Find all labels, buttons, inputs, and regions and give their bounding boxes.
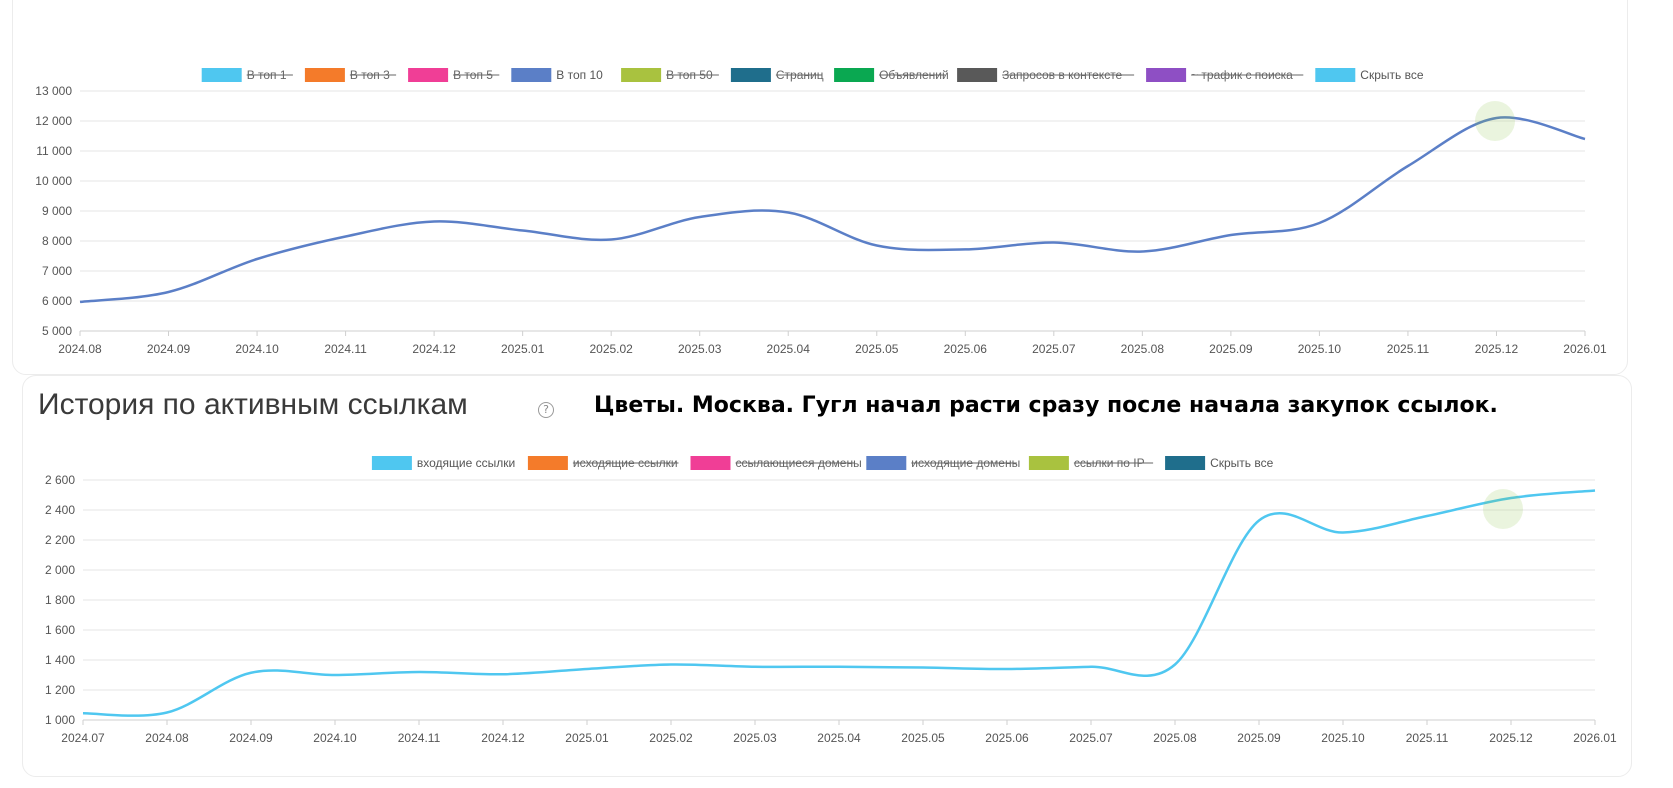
data-point[interactable]: [520, 228, 526, 234]
annotation-text: Цветы. Москва. Гугл начал расти сразу по…: [594, 393, 1498, 418]
x-tick-label: 2024.11: [324, 342, 367, 356]
data-point[interactable]: [874, 243, 880, 249]
data-point[interactable]: [77, 299, 83, 305]
legend-swatch: [1315, 68, 1356, 82]
y-tick-label: 13 000: [35, 84, 72, 98]
y-tick-label: 9 000: [42, 204, 72, 218]
x-tick-label: 2025.02: [589, 342, 633, 356]
legend-item[interactable]: исходящие домены: [866, 456, 1020, 470]
data-point[interactable]: [1405, 163, 1411, 169]
x-tick-label: 2024.08: [58, 342, 102, 356]
legend-item[interactable]: Страниц: [730, 68, 824, 82]
y-tick-label: 5 000: [42, 324, 72, 338]
legend-swatch: [201, 68, 242, 82]
legend-item[interactable]: ~ трафик с поиска: [1146, 68, 1304, 82]
legend-item[interactable]: исходящие ссылки: [527, 456, 679, 470]
x-tick-label: 2025.09: [1209, 342, 1253, 356]
legend-label: Скрыть все: [1360, 68, 1424, 82]
y-tick-label: 12 000: [35, 114, 72, 128]
legend-item[interactable]: В топ 1: [201, 68, 293, 82]
data-point[interactable]: [254, 256, 260, 262]
x-tick-label: 2024.09: [147, 342, 191, 356]
data-point[interactable]: [785, 210, 791, 216]
legend-swatch: [1165, 456, 1206, 470]
legend-swatch: [1146, 68, 1187, 82]
legend-item[interactable]: Объявлений: [834, 68, 949, 82]
legend-swatch: [730, 68, 771, 82]
x-tick-label: 2025.07: [1032, 342, 1076, 356]
y-tick-label: 6 000: [42, 294, 72, 308]
x-tick-label: 2025.08: [1121, 342, 1165, 356]
x-tick-label: 2025.03: [678, 342, 722, 356]
legend-item[interactable]: В топ 10: [511, 68, 603, 82]
legend-swatch: [690, 456, 731, 470]
legend-swatch: [527, 456, 568, 470]
x-tick-label: 2025.01: [501, 342, 545, 356]
legend-item[interactable]: Скрыть все: [1315, 68, 1424, 82]
watermark-logo: [1475, 101, 1515, 141]
y-tick-label: 8 000: [42, 234, 72, 248]
x-tick-label: 2025.10: [1298, 342, 1342, 356]
legend-swatch: [511, 68, 552, 82]
legend-label: входящие ссылки: [417, 456, 515, 470]
legend-item[interactable]: Запросов в контексте: [957, 68, 1135, 82]
data-point[interactable]: [343, 234, 349, 240]
legend-swatch: [834, 68, 875, 82]
chart-card-rankings: [12, 0, 1628, 375]
y-tick-label: 10 000: [35, 174, 72, 188]
legend-item[interactable]: В топ 50: [621, 68, 719, 82]
legend-swatch: [408, 68, 449, 82]
data-point[interactable]: [1228, 232, 1234, 238]
data-point[interactable]: [1051, 240, 1057, 246]
series-line[interactable]: [79, 116, 1586, 304]
chart-rankings: 5 000 6 000 7 000 8 000 9 000 10 000 11 000 12 …: [35, 68, 1607, 356]
x-tick-label: 2025.12: [1475, 342, 1519, 356]
help-icon[interactable]: ?: [538, 402, 554, 418]
x-tick-label: 2024.10: [235, 342, 279, 356]
data-point[interactable]: [431, 219, 437, 225]
legend-item[interactable]: Скрыть все: [1165, 456, 1274, 470]
data-point[interactable]: [1139, 249, 1145, 255]
y-tick-label: 11 000: [36, 144, 72, 158]
legend-item[interactable]: ссылающиеся домены: [690, 456, 862, 470]
data-point[interactable]: [962, 246, 968, 252]
data-point[interactable]: [166, 289, 172, 295]
section-title-active-links: История по активным ссылкам: [38, 388, 468, 421]
x-tick-label: 2025.04: [767, 342, 811, 356]
x-tick-label: 2025.11: [1387, 342, 1430, 356]
legend-swatch: [304, 68, 345, 82]
legend-item[interactable]: В топ 3: [304, 68, 397, 82]
x-tick-label: 2025.05: [855, 342, 899, 356]
data-point[interactable]: [697, 214, 703, 220]
legend-swatch: [957, 68, 998, 82]
y-tick-label: 7 000: [42, 264, 72, 278]
chart-card-links: [22, 375, 1632, 777]
legend-label: Скрыть все: [1210, 456, 1274, 470]
legend-swatch: [621, 68, 662, 82]
x-tick-label: 2024.12: [412, 342, 456, 356]
legend-swatch: [1028, 456, 1069, 470]
legend-item[interactable]: входящие ссылки: [371, 456, 515, 470]
data-point[interactable]: [1582, 136, 1588, 142]
legend-swatch: [371, 456, 412, 470]
x-tick-label: 2026.01: [1563, 342, 1607, 356]
x-tick-label: 2025.06: [944, 342, 988, 356]
data-point[interactable]: [1316, 220, 1322, 226]
legend-label: В топ 10: [556, 68, 603, 82]
legend-item[interactable]: ссылки по IP: [1028, 456, 1154, 470]
data-point[interactable]: [608, 237, 614, 243]
legend-item[interactable]: В топ 5: [408, 68, 500, 82]
legend-swatch: [866, 456, 907, 470]
